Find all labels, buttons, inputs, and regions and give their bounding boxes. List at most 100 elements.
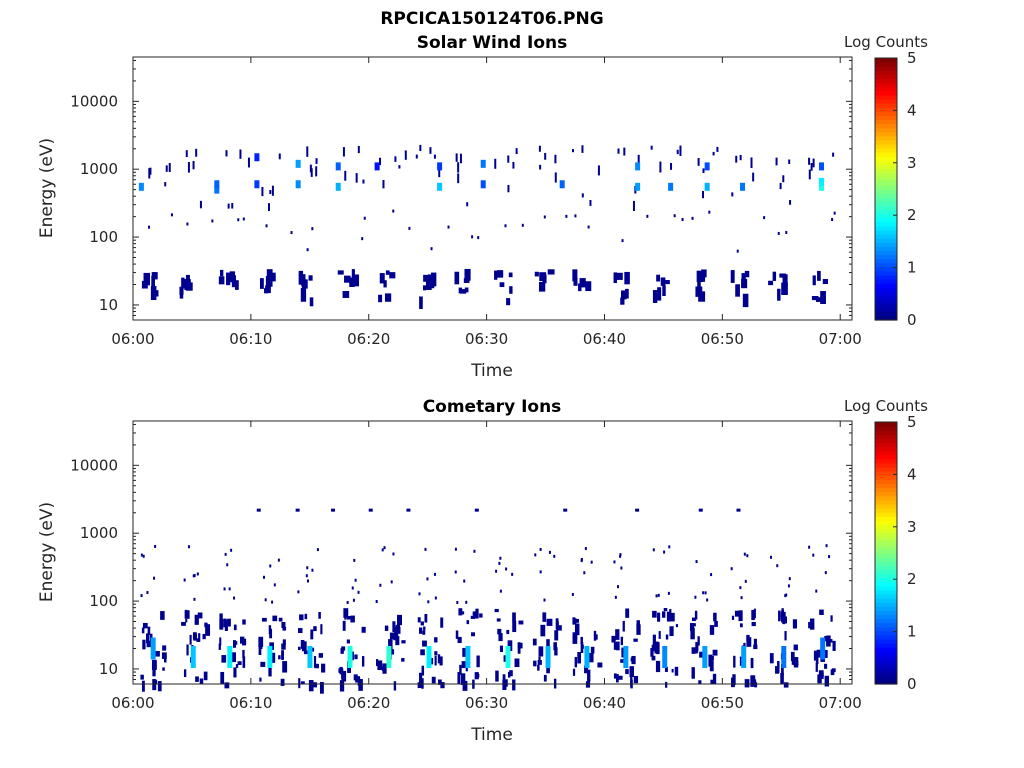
noise-cell (362, 179, 365, 184)
colorbar-segment (875, 516, 897, 521)
noise-cell (739, 623, 743, 628)
noise-cell (168, 162, 171, 173)
noise-cell (546, 639, 550, 649)
noise-cell (315, 158, 318, 164)
noise-cell (542, 274, 547, 284)
noise-cell (701, 269, 707, 278)
noise-cell (351, 651, 354, 661)
y-tick-label: 10000 (70, 456, 118, 474)
colorbar-tick-label: 2 (907, 206, 917, 224)
noise-cell (439, 656, 443, 666)
noise-cell (147, 626, 151, 635)
noise-cell (753, 638, 757, 649)
noise-cell (383, 280, 387, 288)
noise-cell (401, 640, 406, 644)
noise-cell (282, 639, 286, 646)
colorbar-segment (875, 115, 897, 121)
noise-cell (753, 644, 758, 650)
noise-cell (515, 148, 518, 155)
colorbar-segment (875, 279, 897, 284)
noise-cell (498, 561, 501, 565)
noise-cell (426, 577, 429, 581)
noise-cell (509, 286, 513, 294)
heatmap-cell (818, 177, 824, 186)
noise-cell (788, 577, 791, 581)
colorbar-segment (875, 483, 897, 489)
noise-cell (225, 150, 228, 157)
noise-cell (202, 633, 206, 640)
noise-cell (563, 508, 568, 512)
noise-cell (162, 667, 165, 671)
noise-cell (511, 572, 514, 576)
colorbar-segment (875, 647, 897, 652)
noise-cell (392, 209, 395, 213)
noise-cell (267, 203, 270, 212)
noise-cell (306, 248, 309, 252)
noise-cell (646, 214, 649, 218)
noise-cell (418, 627, 423, 634)
colorbar-segment (875, 254, 897, 260)
noise-cell (792, 619, 798, 629)
noise-cell (406, 508, 411, 512)
noise-cell (735, 284, 740, 297)
noise-cell (741, 273, 746, 281)
noise-cell (580, 636, 583, 645)
noise-cell (148, 225, 151, 229)
noise-cell (353, 558, 356, 562)
noise-cell (282, 661, 288, 673)
noise-cell (224, 682, 230, 689)
noise-cell (571, 592, 574, 596)
noise-cell (691, 617, 696, 622)
y-tick-label: 1000 (80, 524, 118, 542)
noise-cell (736, 249, 739, 253)
noise-cell (671, 612, 675, 622)
noise-cell (656, 642, 660, 655)
colorbar-segment (875, 540, 897, 546)
noise-cell (652, 290, 658, 303)
noise-cell (389, 632, 394, 640)
noise-cell (539, 164, 542, 170)
colorbar-segment (875, 454, 897, 460)
noise-cell (497, 628, 502, 635)
y-tick-label: 100 (89, 592, 118, 610)
noise-cell (772, 271, 777, 281)
noise-cell (181, 277, 185, 289)
colorbar-segment (875, 618, 897, 624)
noise-cell (736, 508, 741, 512)
colorbar-segment (875, 184, 897, 190)
noise-cell (357, 677, 361, 686)
colorbar-segment (875, 487, 897, 493)
noise-cell (543, 215, 546, 219)
colorbar-segment (875, 573, 897, 579)
noise-cell (584, 547, 587, 551)
colorbar-segment (875, 671, 897, 677)
noise-cell (352, 274, 360, 287)
figure-title: RPCICA150124T06.PNG (380, 9, 603, 29)
noise-cell (770, 555, 773, 559)
noise-cell (195, 676, 199, 682)
noise-cell (763, 216, 766, 220)
noise-cell (702, 591, 705, 595)
noise-cell (418, 592, 421, 596)
heatmap-cell (190, 645, 196, 668)
noise-cell (342, 291, 350, 298)
noise-cell (507, 155, 510, 163)
noise-cell (242, 619, 246, 625)
noise-cell (352, 598, 355, 602)
noise-cell (695, 643, 699, 652)
noise-cell (259, 677, 262, 682)
noise-cell (539, 570, 542, 574)
noise-cell (141, 680, 145, 692)
noise-cell (781, 664, 784, 676)
noise-cell (194, 614, 199, 625)
noise-cell (506, 629, 510, 635)
colorbar-segment (875, 655, 897, 661)
noise-cell (743, 552, 746, 556)
colorbar-segment (875, 499, 897, 505)
noise-cell (259, 278, 264, 289)
noise-cell (300, 288, 307, 302)
noise-cell (163, 658, 167, 663)
noise-cell (613, 642, 619, 650)
noise-cell (695, 560, 698, 564)
noise-cell (423, 626, 426, 631)
